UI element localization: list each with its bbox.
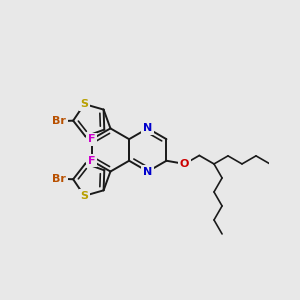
Text: S: S <box>80 191 88 201</box>
Text: S: S <box>80 99 88 109</box>
Text: Br: Br <box>52 116 66 126</box>
Text: N: N <box>143 123 152 134</box>
Text: N: N <box>143 167 152 176</box>
Text: Br: Br <box>52 174 66 184</box>
Text: F: F <box>88 134 95 144</box>
Text: O: O <box>180 159 189 169</box>
Text: F: F <box>88 156 95 166</box>
